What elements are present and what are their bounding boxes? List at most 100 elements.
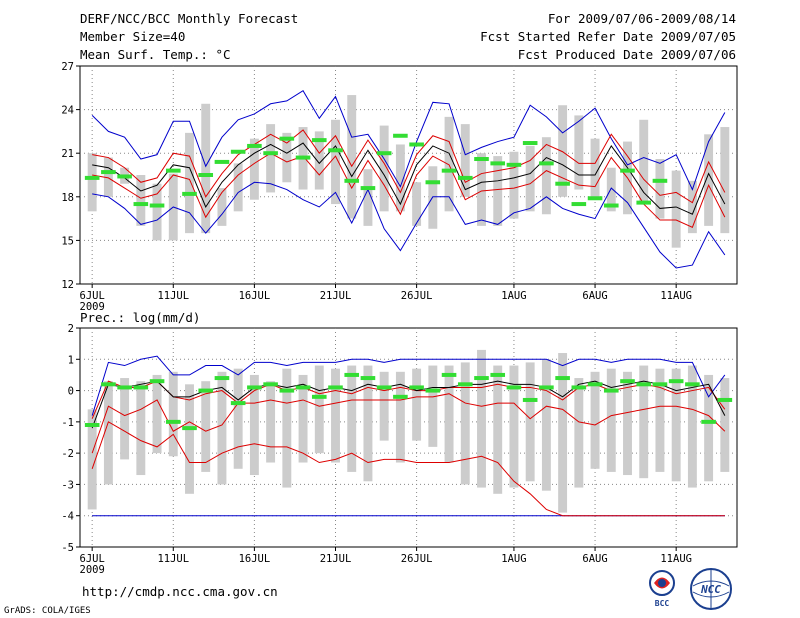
range-box	[331, 368, 340, 463]
ensemble-mark	[701, 419, 716, 424]
upper-spread-line	[91, 380, 726, 419]
member-size-label: Member Size=40	[80, 29, 186, 44]
range-box	[460, 362, 470, 485]
range-box	[704, 374, 714, 482]
range-box	[639, 119, 649, 205]
ensemble-mark	[409, 385, 424, 390]
ensemble-mark	[506, 385, 522, 390]
range-box	[704, 134, 714, 226]
ensemble-mark	[620, 168, 635, 173]
range-box	[412, 368, 422, 441]
forecast-produced-date: Fcst Produced Date 2009/07/06	[517, 47, 736, 62]
range-box	[363, 169, 373, 226]
ensemble-mark	[149, 203, 165, 208]
precip-panel-title: Prec.: log(mm/d)	[80, 310, 200, 325]
bcc-logo: BCC	[638, 568, 686, 612]
plot-frame	[79, 65, 738, 285]
range-box	[460, 124, 470, 197]
range-box	[525, 145, 535, 212]
source-url[interactable]: http://cmdp.ncc.cma.gov.cn	[82, 584, 278, 599]
ensemble-mark	[457, 175, 473, 180]
ensemble-mark	[441, 372, 457, 377]
range-box	[136, 381, 146, 476]
x-tick-label: 6JUL	[80, 553, 105, 565]
ensemble-mark	[84, 422, 100, 427]
ensemble-mark	[149, 379, 165, 384]
ensemble-mark	[425, 180, 441, 185]
range-box	[395, 371, 405, 463]
ensemble-mark	[620, 379, 635, 384]
ensemble-mark	[474, 157, 489, 162]
ensemble-mark	[490, 161, 506, 166]
ensemble-mark	[328, 385, 343, 390]
range-box	[493, 365, 503, 494]
ensemble-mark	[165, 419, 181, 424]
range-box	[558, 353, 568, 513]
x-tick-label: 11AUG	[660, 290, 692, 302]
upper-extreme-line	[91, 355, 726, 416]
upper-spread-line	[92, 129, 726, 204]
range-box	[87, 153, 97, 212]
range-box	[347, 95, 357, 219]
ensemble-mark	[328, 148, 343, 153]
range-box	[477, 349, 486, 488]
ensemble-mark	[295, 385, 311, 390]
range-box	[298, 374, 308, 463]
ensemble-mean-line	[91, 380, 726, 429]
ensemble-mark	[101, 382, 116, 387]
y-tick-label: -1	[61, 417, 74, 429]
y-tick-label: 18	[61, 192, 74, 204]
ensemble-mark	[376, 385, 392, 390]
y-tick-label: 24	[61, 105, 74, 117]
range-box	[671, 170, 681, 248]
ensemble-mark	[376, 151, 392, 156]
plot-frame	[79, 327, 738, 548]
forecast-period: For 2009/07/06-2009/08/14	[547, 11, 736, 26]
range-box	[444, 116, 454, 212]
ensemble-mark	[198, 388, 214, 393]
y-tick-label: 1	[68, 354, 74, 366]
range-box	[606, 167, 616, 212]
range-box	[606, 368, 616, 472]
range-box	[493, 156, 503, 226]
y-tick-label: 21	[61, 148, 74, 160]
range-box	[623, 371, 632, 476]
ncc-logo: NCC	[688, 568, 734, 616]
ensemble-mark	[636, 200, 652, 205]
x-tick-label: 1AUG	[501, 553, 526, 565]
ensemble-mark	[425, 388, 441, 393]
ensemble-mark	[393, 394, 408, 399]
ensemble-mark	[117, 174, 132, 179]
ensemble-mark	[571, 385, 587, 390]
y-tick-label: -2	[61, 448, 74, 460]
ensemble-mark	[84, 175, 100, 180]
x-tick-label: 26JUL	[401, 290, 433, 302]
range-box	[655, 159, 665, 219]
grads-credit: GrADS: COLA/IGES	[4, 606, 91, 616]
range-box	[201, 103, 211, 234]
range-box	[541, 137, 551, 215]
y-tick-label: 27	[61, 61, 74, 73]
ensemble-mark	[279, 388, 295, 393]
ensemble-mark	[603, 388, 619, 393]
range-box	[331, 119, 340, 205]
range-box	[525, 362, 535, 482]
bcc-logo-text: BCC	[655, 599, 670, 608]
range-box	[282, 368, 292, 488]
range-box	[639, 365, 649, 479]
ensemble-mark	[652, 178, 668, 183]
y-tick-label: -4	[61, 511, 74, 523]
range-box	[249, 138, 259, 200]
ensemble-mark	[182, 191, 197, 196]
ensemble-mark	[539, 385, 554, 390]
ensemble-mark	[360, 186, 376, 191]
x-tick-label: 6AUG	[582, 290, 607, 302]
ensemble-mark	[247, 385, 262, 390]
range-box	[720, 378, 730, 472]
ensemble-mark	[717, 397, 733, 402]
x-tick-label: 11JUL	[157, 290, 189, 302]
range-box	[412, 182, 422, 226]
x-tick-label: 6AUG	[582, 553, 607, 565]
